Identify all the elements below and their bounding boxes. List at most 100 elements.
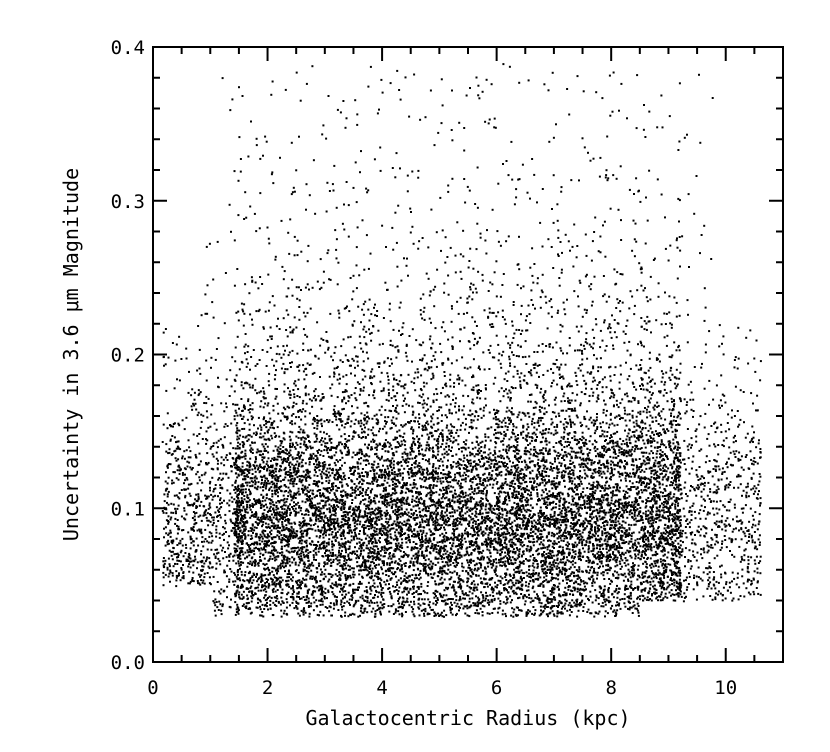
scatter-point xyxy=(667,526,670,529)
scatter-point xyxy=(520,497,523,500)
scatter-point xyxy=(209,480,212,483)
scatter-point xyxy=(557,229,560,232)
scatter-point xyxy=(297,378,300,381)
scatter-point xyxy=(426,549,428,552)
scatter-point xyxy=(474,612,477,614)
scatter-points xyxy=(161,63,762,618)
scatter-point xyxy=(535,473,538,476)
scatter-point xyxy=(243,528,246,531)
scatter-point xyxy=(293,446,296,448)
scatter-point xyxy=(271,525,274,528)
scatter-point xyxy=(749,450,752,453)
scatter-point xyxy=(498,590,501,593)
scatter-point xyxy=(715,489,718,492)
scatter-point xyxy=(287,543,290,546)
scatter-point xyxy=(701,557,704,560)
scatter-point xyxy=(327,447,330,449)
scatter-point xyxy=(578,589,581,592)
scatter-point xyxy=(377,547,380,550)
scatter-point xyxy=(255,451,258,454)
scatter-point xyxy=(653,538,656,541)
scatter-point xyxy=(571,514,574,516)
scatter-point xyxy=(555,482,558,485)
scatter-point xyxy=(597,366,600,369)
scatter-point xyxy=(451,177,454,180)
scatter-point xyxy=(209,513,211,516)
scatter-point xyxy=(469,414,472,417)
scatter-point xyxy=(212,516,215,519)
scatter-point xyxy=(314,577,317,580)
scatter-point xyxy=(538,497,540,500)
scatter-point xyxy=(371,584,374,587)
scatter-point xyxy=(354,518,356,521)
scatter-point xyxy=(259,555,261,558)
scatter-point xyxy=(241,550,244,553)
scatter-point xyxy=(588,343,591,346)
scatter-point xyxy=(225,472,228,475)
scatter-point xyxy=(406,587,409,590)
scatter-point xyxy=(442,594,445,597)
scatter-point xyxy=(350,494,353,497)
scatter-point xyxy=(242,491,244,494)
scatter-point xyxy=(185,477,188,479)
scatter-point xyxy=(490,462,493,465)
scatter-point xyxy=(367,462,370,465)
scatter-point xyxy=(395,498,398,501)
scatter-point xyxy=(474,520,477,523)
scatter-point xyxy=(326,597,328,600)
scatter-point xyxy=(312,482,315,485)
scatter-point xyxy=(446,503,448,506)
scatter-point xyxy=(620,557,623,560)
scatter-point xyxy=(440,351,443,354)
scatter-point xyxy=(551,591,553,594)
scatter-point xyxy=(417,602,420,605)
scatter-point xyxy=(278,500,281,503)
scatter-point xyxy=(263,542,266,545)
scatter-point xyxy=(301,500,304,503)
scatter-point xyxy=(467,523,469,526)
scatter-point xyxy=(655,589,658,592)
scatter-point xyxy=(530,494,533,497)
scatter-point xyxy=(461,539,464,542)
scatter-point xyxy=(324,546,327,549)
scatter-point xyxy=(665,531,668,533)
scatter-point xyxy=(500,421,503,424)
scatter-point xyxy=(670,356,673,359)
scatter-point xyxy=(663,574,665,577)
scatter-point xyxy=(427,598,430,601)
scatter-point xyxy=(546,546,549,549)
scatter-point xyxy=(518,555,521,558)
scatter-point xyxy=(740,522,743,525)
scatter-point xyxy=(358,393,361,396)
scatter-point xyxy=(288,455,291,457)
scatter-point xyxy=(478,447,481,450)
scatter-point xyxy=(661,545,664,548)
scatter-point xyxy=(528,415,531,418)
scatter-point xyxy=(417,447,420,450)
scatter-point xyxy=(290,193,293,196)
scatter-point xyxy=(405,508,408,511)
scatter-point xyxy=(288,351,291,354)
scatter-point xyxy=(433,596,436,599)
scatter-point xyxy=(586,357,589,360)
scatter-point xyxy=(680,595,683,598)
scatter-point xyxy=(169,569,172,572)
scatter-point xyxy=(273,576,276,579)
scatter-point xyxy=(441,104,444,107)
scatter-point xyxy=(576,75,579,78)
scatter-point xyxy=(421,543,424,546)
scatter-point xyxy=(253,547,256,550)
scatter-point xyxy=(242,521,245,523)
scatter-point xyxy=(415,516,418,519)
scatter-point xyxy=(555,521,558,524)
scatter-point xyxy=(367,512,370,515)
scatter-point xyxy=(576,416,579,419)
scatter-point xyxy=(380,78,383,81)
scatter-point xyxy=(371,477,374,479)
scatter-point xyxy=(607,549,610,552)
scatter-point xyxy=(568,585,571,588)
scatter-point xyxy=(439,514,442,517)
scatter-point xyxy=(509,364,512,367)
scatter-point xyxy=(537,577,540,580)
scatter-point xyxy=(533,351,536,353)
